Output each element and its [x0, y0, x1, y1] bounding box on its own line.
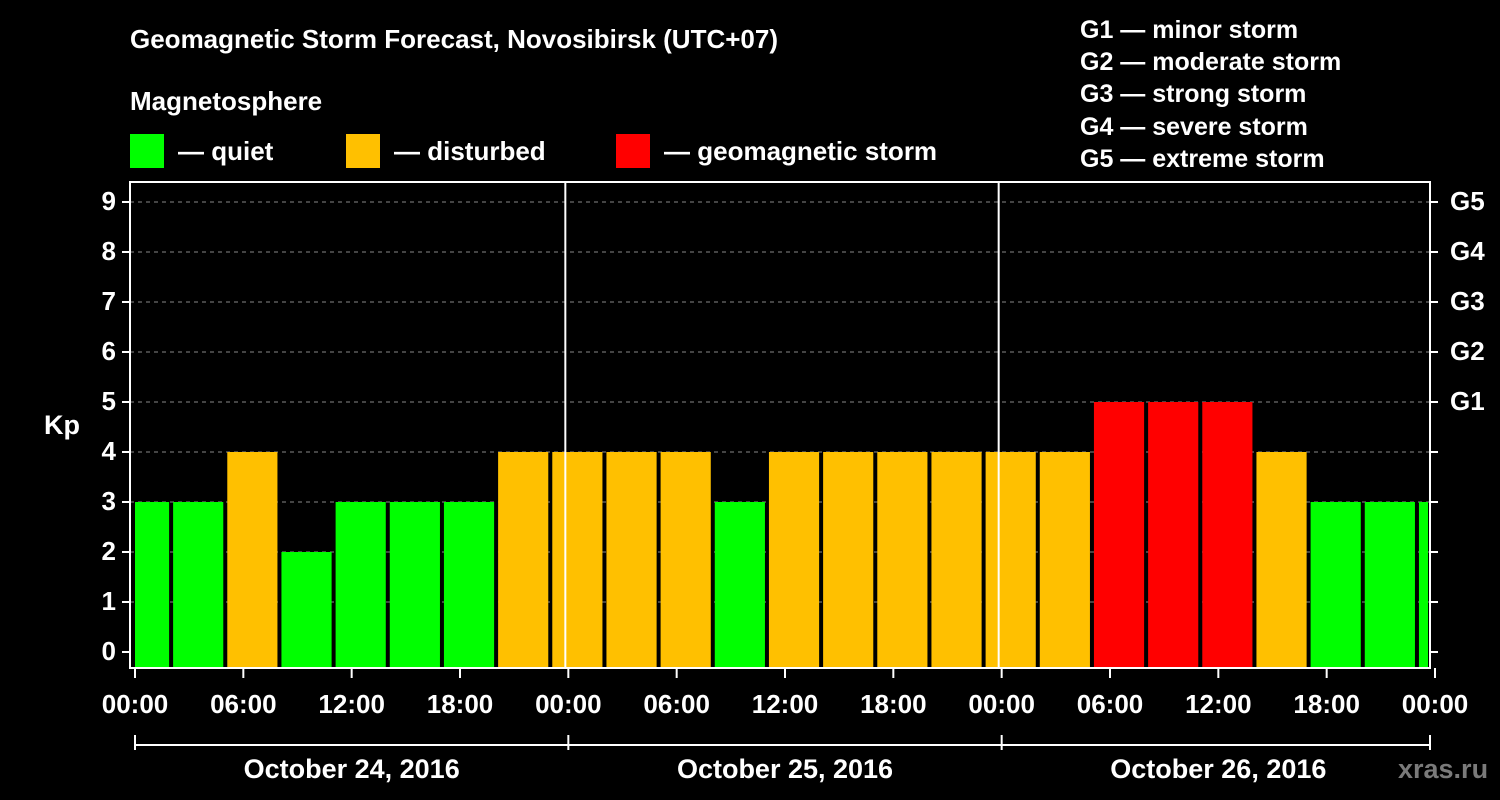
g-tick-label: G1 — [1450, 386, 1485, 416]
g-scale-item: G2 — moderate storm — [1080, 48, 1342, 77]
legend-quiet-swatch — [130, 134, 164, 168]
g-scale-legend: G1 — minor storm G2 — moderate storm G3 … — [1080, 14, 1341, 175]
chart-title: Geomagnetic Storm Forecast, Novosibirsk … — [130, 24, 779, 54]
kp-bar — [1039, 452, 1090, 668]
credit-text: xras.ru — [1398, 754, 1489, 784]
legend-disturbed-label: — disturbed — [394, 135, 546, 166]
kp-bar — [1364, 502, 1415, 668]
legend-disturbed: — disturbed — [346, 134, 546, 168]
g-scale-item: G5 — extreme storm — [1080, 144, 1325, 173]
g-scale-item: G4 — severe storm — [1080, 112, 1308, 141]
date-label: October 25, 2016 — [677, 754, 893, 784]
y-tick-label: 4 — [102, 436, 117, 466]
kp-bar — [227, 452, 278, 668]
x-tick-label: 18:00 — [427, 689, 494, 719]
g-tick-label: G3 — [1450, 286, 1485, 316]
x-tick-label: 00:00 — [968, 689, 1035, 719]
kp-bar — [389, 502, 440, 668]
date-label: October 24, 2016 — [244, 754, 460, 784]
x-tick-label: 00:00 — [1402, 689, 1469, 719]
plot-frame — [129, 181, 1431, 669]
x-tick-label: 12:00 — [752, 689, 819, 719]
legend-storm-label: — geomagnetic storm — [664, 135, 938, 166]
kp-bar — [1202, 402, 1253, 668]
y-tick-label: 9 — [102, 186, 116, 216]
legend-quiet-label: — quiet — [178, 135, 274, 166]
kp-bar — [660, 452, 711, 668]
kp-bar — [1418, 502, 1428, 668]
g-scale-item: G3 — strong storm — [1080, 80, 1307, 109]
g-scale-item: G1 — minor storm — [1080, 16, 1299, 44]
x-tick-label: 12:00 — [1185, 689, 1252, 719]
y-tick-label: 3 — [102, 486, 116, 516]
x-tick-label: 00:00 — [535, 689, 602, 719]
chart-subtitle: Magnetosphere — [130, 86, 323, 116]
legend-storm-swatch — [616, 134, 650, 168]
legend-disturbed-swatch — [346, 134, 380, 168]
kp-bar — [498, 452, 549, 668]
g-tick-label: G5 — [1450, 186, 1485, 216]
x-tick-label: 06:00 — [1077, 689, 1144, 719]
legend-quiet: — quiet — [130, 134, 273, 168]
kp-bar — [931, 452, 982, 668]
x-tick-label: 06:00 — [210, 689, 277, 719]
kp-bar — [606, 452, 657, 668]
x-tick-label: 12:00 — [318, 689, 385, 719]
y-tick-label: 5 — [102, 386, 116, 416]
kp-bar — [1310, 502, 1361, 668]
kp-bar — [1256, 452, 1307, 668]
kp-bar — [985, 452, 1036, 668]
x-tick-label: 00:00 — [102, 689, 169, 719]
kp-bar — [335, 502, 386, 668]
kp-bar — [877, 452, 928, 668]
y-tick-label: 0 — [102, 636, 116, 666]
legend-storm: — geomagnetic storm — [616, 134, 937, 168]
kp-bar — [281, 552, 332, 668]
kp-bar — [768, 452, 820, 668]
kp-bar — [135, 502, 170, 668]
kp-bar — [443, 502, 495, 668]
y-axis-label: Kp — [44, 410, 80, 440]
kp-bar — [823, 452, 874, 668]
kp-bar — [552, 452, 603, 668]
y-tick-label: 7 — [102, 286, 116, 316]
kp-bar — [714, 502, 765, 668]
x-tick-label: 06:00 — [643, 689, 710, 719]
y-tick-label: 6 — [102, 336, 116, 366]
x-tick-label: 18:00 — [1293, 689, 1360, 719]
g-tick-label: G2 — [1450, 336, 1485, 366]
y-tick-label: 8 — [102, 236, 116, 266]
y-tick-label: 1 — [102, 586, 116, 616]
kp-bar — [1093, 402, 1145, 668]
g-tick-label: G4 — [1450, 236, 1485, 266]
date-label: October 26, 2016 — [1110, 754, 1326, 784]
y-tick-label: 2 — [102, 536, 116, 566]
kp-bar — [173, 502, 224, 668]
kp-bar — [1148, 402, 1199, 668]
x-tick-label: 18:00 — [860, 689, 927, 719]
